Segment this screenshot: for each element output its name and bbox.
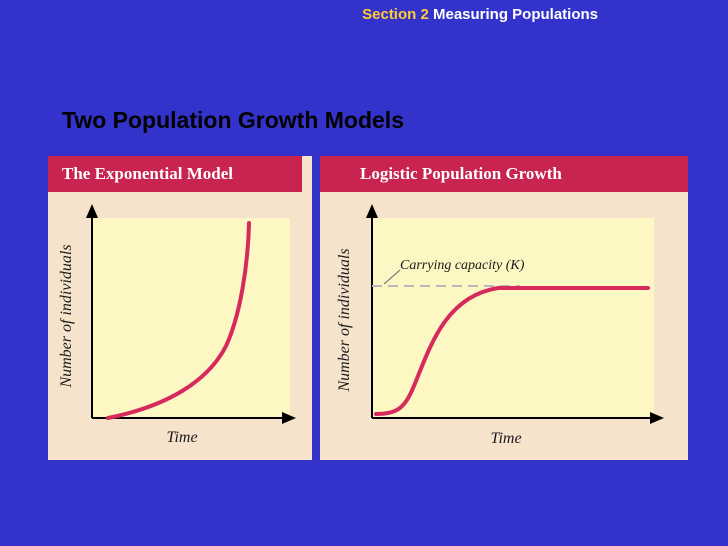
carrying-capacity-leader: [383, 269, 401, 285]
logistic-y-arrow-icon: [366, 204, 378, 218]
logistic-y-label: Number of individuals: [336, 248, 353, 392]
section-title: Measuring Populations: [432, 6, 598, 23]
logistic-panel-title: Logistic Population Growth: [320, 156, 688, 192]
exponential-panel-title: The Exponential Model: [48, 156, 302, 192]
logistic-plot-area: [372, 218, 654, 418]
logistic-growth-panel: Logistic Population Growth Carrying capa…: [320, 156, 688, 460]
carrying-capacity-label: Carrying capacity (K): [400, 258, 525, 273]
logistic-x-arrow-icon: [650, 412, 664, 424]
slide-title: Two Population Growth Models: [62, 107, 404, 133]
exponential-diagram: Number of individuals Time: [58, 204, 296, 446]
exponential-x-label: Time: [166, 429, 197, 446]
exponential-y-arrow-icon: [86, 204, 98, 218]
exponential-x-arrow-icon: [282, 412, 296, 424]
logistic-x-label: Time: [490, 430, 521, 447]
section-label: Section 2: [362, 6, 429, 23]
logistic-curve: [374, 286, 650, 416]
exponential-plot-area: [92, 218, 290, 418]
section-header: Section 2 Measuring Populations: [0, 6, 598, 23]
logistic-diagram: Carrying capacity (K) Number of individu…: [336, 204, 664, 447]
exponential-y-label: Number of individuals: [58, 244, 75, 388]
exponential-curve: [106, 221, 251, 420]
exponential-model-panel: The Exponential Model Number of individu…: [48, 156, 312, 460]
